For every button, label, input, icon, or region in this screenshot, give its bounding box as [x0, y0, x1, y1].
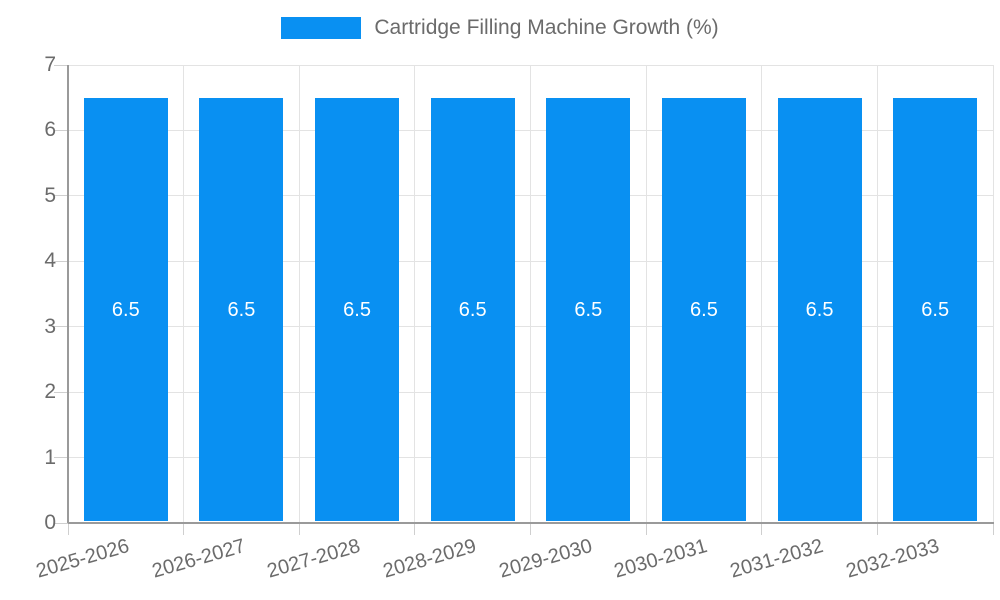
y-axis-tick-label: 0: [44, 511, 56, 534]
x-tick: [761, 523, 763, 535]
x-gridline: [876, 65, 878, 523]
legend-swatch-icon: [281, 17, 362, 39]
y-tick: [54, 326, 68, 328]
bar: [546, 97, 631, 521]
bar-value-label: 6.5: [227, 299, 256, 322]
y-axis-tick-label: 6: [44, 118, 56, 142]
bar: [430, 97, 515, 521]
chart-legend: Cartridge Filling Machine Growth (%): [0, 16, 1000, 40]
y-axis-tick-label: 5: [44, 183, 56, 207]
x-axis-tick-label: 2032-2033: [843, 535, 942, 583]
x-tick: [876, 523, 878, 535]
x-gridline: [414, 65, 416, 523]
y-axis-tick-label: 7: [44, 53, 56, 76]
y-axis-line: [67, 65, 69, 523]
x-axis-tick-label: 2028-2029: [380, 535, 479, 583]
bar-value-label: 6.5: [458, 299, 487, 322]
y-tick: [54, 129, 68, 131]
x-axis-tick-label: 2026-2027: [149, 535, 248, 583]
x-tick: [645, 523, 647, 535]
x-tick: [298, 523, 300, 535]
bar-value-label: 6.5: [343, 299, 371, 322]
x-tick: [67, 523, 69, 535]
x-tick: [530, 523, 531, 535]
bar: [777, 97, 862, 521]
bar-value-label: 6.5: [111, 299, 140, 322]
y-tick: [54, 64, 68, 66]
y-tick: [54, 391, 68, 393]
x-gridline: [992, 65, 994, 523]
y-axis-tick-label: 1: [44, 445, 56, 469]
y-axis-tick-label: 2: [44, 380, 56, 404]
x-gridline: [298, 65, 300, 523]
bar-value-label: 6.5: [921, 299, 950, 322]
bar-value-label: 6.5: [574, 299, 603, 322]
bar-value-label: 6.5: [805, 299, 834, 322]
bar: [83, 97, 168, 521]
y-axis-tick-label: 4: [44, 249, 56, 273]
x-gridline: [530, 65, 531, 523]
bar-value-label: 6.5: [690, 299, 718, 322]
y-tick: [54, 522, 68, 524]
x-axis-tick-label: 2029-2030: [496, 535, 595, 583]
y-tick: [54, 457, 68, 459]
x-gridline: [183, 65, 185, 523]
x-axis-tick-label: 2031-2032: [727, 535, 826, 583]
y-tick: [54, 260, 68, 262]
legend-label: Cartridge Filling Machine Growth (%): [374, 16, 719, 39]
y-axis-tick-label: 3: [44, 314, 56, 338]
bar: [893, 97, 978, 521]
x-gridline: [761, 65, 763, 523]
x-tick: [414, 523, 416, 535]
bar: [315, 97, 400, 521]
x-tick: [992, 523, 994, 535]
bar: [661, 97, 746, 521]
x-axis-tick-label: 2027-2028: [265, 535, 364, 583]
legend-item[interactable]: Cartridge Filling Machine Growth (%): [281, 16, 719, 40]
x-gridline: [645, 65, 647, 523]
x-axis-tick-label: 2030-2031: [611, 535, 711, 583]
x-tick: [183, 523, 185, 535]
x-axis-line: [68, 522, 994, 524]
bar: [199, 97, 284, 521]
x-axis-tick-label: 2025-2026: [33, 535, 132, 583]
y-tick: [54, 195, 68, 197]
